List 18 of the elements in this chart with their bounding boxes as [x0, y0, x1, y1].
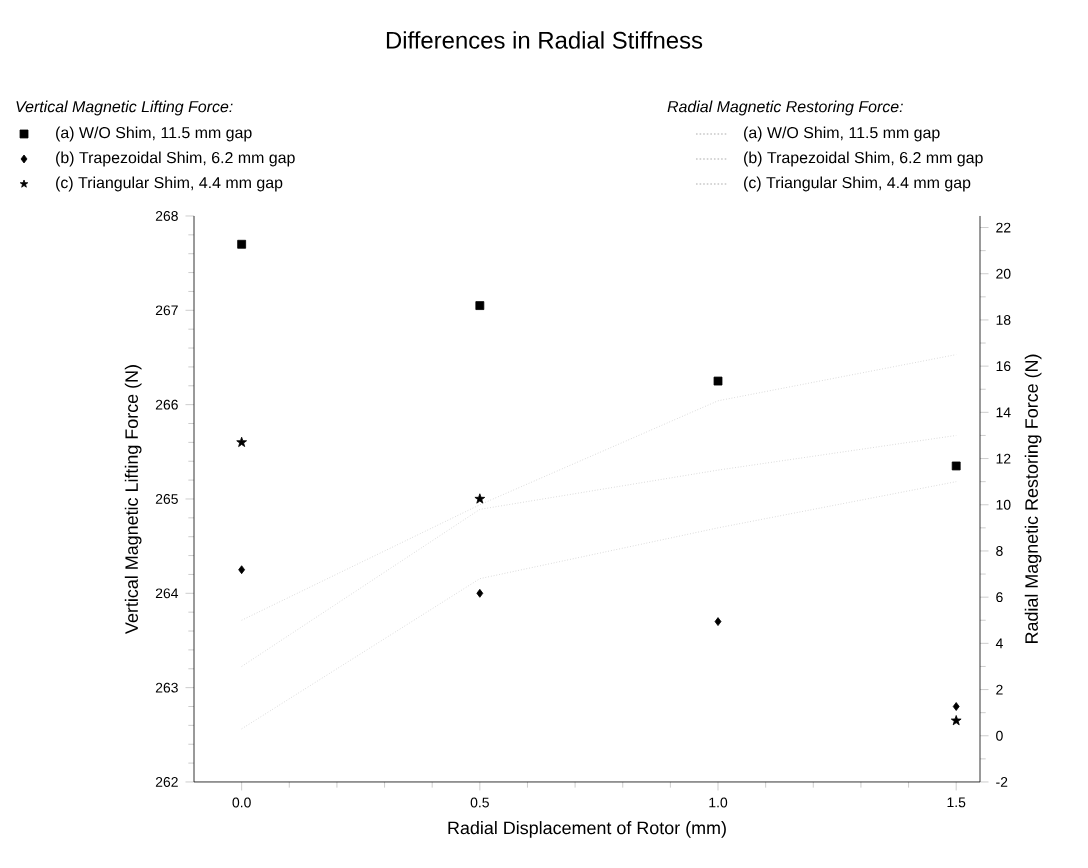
point	[714, 617, 722, 626]
chart-title: Differences in Radial Stiffness	[386, 31, 703, 49]
point	[951, 461, 961, 471]
line-series	[241, 354, 957, 621]
point	[236, 436, 247, 447]
point	[237, 239, 247, 249]
point	[950, 715, 962, 726]
line-series	[241, 435, 957, 667]
line-series	[241, 481, 957, 730]
point	[474, 493, 486, 504]
y-axis-title: Vertical Magnetic Lifting Force (N)	[124, 365, 142, 634]
point	[238, 565, 246, 575]
y2-axis-title: Radial Magnetic Restoring Force (N)	[1024, 354, 1042, 644]
point	[475, 301, 485, 310]
point	[476, 588, 484, 598]
x-axis-title: Radial Displacement of Rotor (mm)	[448, 821, 726, 838]
point	[952, 702, 960, 711]
point	[713, 376, 723, 386]
